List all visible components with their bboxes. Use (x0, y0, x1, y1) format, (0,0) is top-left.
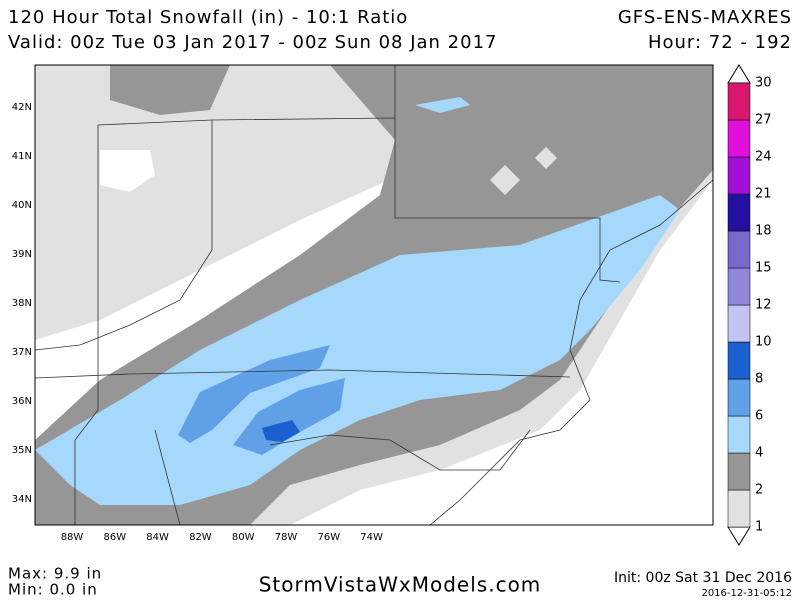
legend-label: 4 (755, 446, 763, 461)
legend-box (727, 489, 751, 528)
lat-label: 40N (12, 200, 32, 211)
title: 120 Hour Total Snowfall (in) - 10:1 Rati… (8, 7, 408, 28)
site: StormVistaWxModels.com (259, 573, 542, 597)
legend-box (727, 82, 751, 121)
lat-label: 37N (12, 347, 32, 358)
legend-label: 10 (755, 335, 772, 350)
lon-label: 74W (360, 532, 383, 543)
lon-label: 84W (146, 532, 169, 543)
snow-area-1 (35, 65, 420, 340)
lat-label: 38N (12, 298, 32, 309)
border (35, 120, 213, 351)
legend-box (727, 452, 751, 491)
lat-label: 36N (12, 396, 32, 407)
lon-label: 76W (317, 532, 340, 543)
hours: Hour: 72 - 192 (648, 32, 792, 53)
snow-area-2b (110, 65, 230, 115)
snow-area-4b (415, 97, 470, 113)
legend-label: 8 (755, 372, 763, 387)
legend-label: 6 (755, 409, 763, 424)
max-value: Max: 9.9 in (8, 565, 102, 583)
legend-box (727, 378, 751, 417)
lon-label: 78W (275, 532, 298, 543)
min-value: Min: 0.0 in (8, 581, 98, 599)
snow-area-1c (490, 165, 520, 195)
legend-label: 30 (755, 76, 772, 91)
init-time: Init: 00z Sat 31 Dec 2016 (614, 570, 792, 586)
lon-label: 80W (232, 532, 255, 543)
legend-label: 18 (755, 224, 772, 239)
legend-box (727, 304, 751, 343)
border (154, 429, 181, 525)
border (74, 125, 99, 525)
map-frame (34, 64, 714, 526)
legend-arrow-bottom (727, 526, 751, 546)
lon-label: 82W (189, 532, 212, 543)
model: GFS-ENS-MAXRES (618, 7, 792, 28)
legend-box (727, 156, 751, 195)
legend-label: 21 (755, 187, 772, 202)
legend-box (727, 267, 751, 306)
legend-box (727, 119, 751, 158)
valid-time: Valid: 00z Tue 03 Jan 2017 - 00z Sun 08 … (8, 32, 497, 53)
lon-label: 88W (61, 532, 84, 543)
timestamp: 2016-12-31-05:12 (701, 588, 792, 599)
lat-label: 39N (12, 249, 32, 260)
coast (429, 179, 713, 525)
border (35, 369, 571, 379)
legend-box (727, 230, 751, 269)
legend-label: 24 (755, 150, 772, 165)
snow-area-1d (535, 147, 557, 169)
legend-label: 15 (755, 261, 772, 276)
lat-label: 42N (12, 102, 32, 113)
no-snow-patch (100, 150, 155, 192)
legend-box (727, 193, 751, 232)
lat-label: 41N (12, 151, 32, 162)
border (269, 429, 531, 471)
snow-area-1b (250, 170, 713, 525)
lat-label: 35N (12, 445, 32, 456)
snow-area-6 (178, 345, 330, 443)
snow-area-8 (262, 420, 300, 442)
snow-area-6b (233, 378, 345, 455)
lon-label: 86W (103, 532, 126, 543)
legend-label: 1 (755, 520, 763, 535)
map (34, 64, 714, 526)
border (97, 117, 621, 283)
lat-label: 34N (12, 494, 32, 505)
legend-label: 12 (755, 298, 772, 313)
legend-label: 27 (755, 113, 772, 128)
legend-label: 2 (755, 483, 763, 498)
legend-arrow-top (727, 64, 751, 84)
legend-box (727, 415, 751, 454)
legend-box (727, 341, 751, 380)
